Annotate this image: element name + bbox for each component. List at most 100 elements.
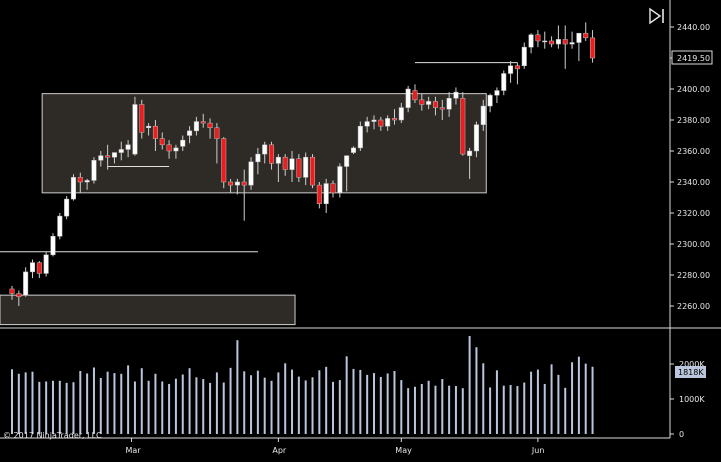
candle-body-up — [501, 73, 507, 91]
candle-body-up — [487, 94, 493, 107]
candle — [23, 267, 29, 297]
candle — [549, 36, 555, 48]
volume-bar — [297, 376, 300, 434]
candle-body-up — [480, 105, 486, 125]
candle — [43, 251, 49, 277]
price-tick-label: 2440.00 — [677, 23, 710, 32]
volume-bar — [516, 386, 519, 434]
candle — [487, 93, 493, 113]
candle — [228, 178, 234, 193]
candle-body-up — [303, 156, 309, 178]
volume-axis-ticks: 2000K 1000K 0 — [670, 360, 705, 439]
candle — [111, 152, 117, 164]
volume-bar — [106, 371, 109, 434]
volume-bar — [263, 377, 266, 434]
candle-body-up — [193, 121, 199, 132]
volume-bar — [325, 366, 328, 434]
price-tick-label: 2260.00 — [677, 302, 710, 311]
candle — [514, 62, 520, 85]
volume-bar — [65, 382, 68, 434]
candle-body-up — [50, 236, 56, 256]
volume-bar — [188, 368, 191, 434]
candle — [453, 87, 459, 105]
volume-bar — [24, 372, 27, 434]
candle-body-up — [180, 139, 186, 147]
candle — [412, 84, 418, 103]
volume-bar — [17, 373, 20, 434]
candle — [152, 120, 158, 151]
time-axis-ticks: Mar Apr May Jun — [126, 438, 545, 455]
time-tick-label: Jun — [531, 446, 545, 455]
candle-body-up — [405, 88, 411, 108]
candle-body-down — [9, 288, 15, 294]
candle — [289, 151, 295, 182]
candle-body-up — [508, 65, 514, 74]
price-tick-label: 2380.00 — [677, 116, 710, 125]
volume-bar — [209, 382, 212, 434]
copyright-watermark: © 2017 NinjaTrader, LLC — [3, 431, 102, 440]
candle-body-down — [330, 183, 336, 194]
last-price-box — [671, 50, 713, 65]
volume-bar — [564, 387, 567, 434]
time-tick-label: Mar — [126, 446, 142, 455]
candle — [9, 285, 15, 300]
candle-body-down — [105, 155, 111, 158]
candle-body-down — [207, 122, 213, 128]
candle-body-up — [23, 271, 29, 296]
candle-body-up — [344, 155, 350, 167]
candle-body-down — [514, 65, 520, 70]
volume-bar — [277, 372, 280, 434]
candle — [323, 178, 329, 213]
play-pause-icon[interactable] — [649, 7, 664, 25]
candle-body-down — [221, 138, 227, 183]
candle — [193, 116, 199, 136]
volume-bar — [250, 375, 253, 434]
candle — [473, 121, 479, 158]
volume-bar — [454, 386, 457, 434]
candle — [207, 118, 213, 139]
volume-bar — [441, 379, 444, 434]
candle-body-down — [241, 181, 247, 186]
candle — [439, 99, 445, 120]
volume-tick-label: 1000K — [679, 395, 705, 404]
candle — [255, 147, 261, 175]
candle — [57, 213, 63, 240]
candle — [166, 140, 172, 159]
candle — [50, 233, 56, 257]
candle — [494, 87, 500, 103]
volume-bar — [113, 373, 116, 434]
candle-body-up — [426, 101, 432, 105]
volume-bar — [332, 381, 335, 434]
volume-bar — [502, 385, 505, 434]
volume-bar — [72, 382, 75, 434]
candle-body-up — [555, 39, 561, 45]
candle-body-down — [296, 158, 302, 178]
volume-bar — [229, 367, 232, 434]
volume-bar — [523, 382, 526, 434]
volume-bar — [256, 370, 259, 434]
candle — [29, 259, 35, 279]
candle — [214, 123, 220, 164]
candle — [555, 25, 561, 49]
volume-bar — [434, 385, 437, 434]
candle-body-up — [187, 130, 193, 136]
price-panel[interactable] — [0, 22, 596, 326]
candle-body-down — [214, 127, 220, 139]
candle-body-up — [125, 144, 131, 150]
candle-body-up — [29, 262, 35, 273]
candle — [36, 261, 42, 279]
volume-panel[interactable] — [11, 336, 594, 434]
candle — [64, 195, 70, 220]
candle — [248, 157, 254, 190]
candle-body-down — [36, 262, 42, 274]
volume-axis: 2000K 1000K 0 1818K — [670, 360, 706, 439]
volume-bar — [345, 356, 348, 434]
rectangle-drawing[interactable] — [0, 294, 296, 326]
candle — [337, 163, 343, 198]
candle — [105, 144, 111, 170]
price-tick-label: 2360.00 — [677, 147, 710, 156]
volume-bar — [372, 373, 375, 434]
volume-bar — [11, 369, 13, 434]
candle-body-up — [146, 125, 152, 128]
